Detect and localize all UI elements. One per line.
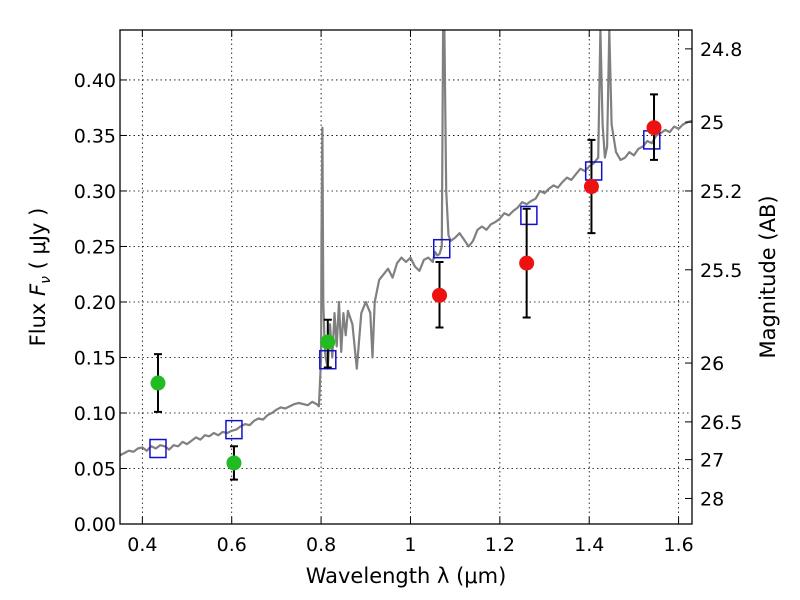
model-square-marker — [520, 205, 538, 226]
y2-tick-label: 25 — [700, 112, 724, 134]
green-data-point — [226, 455, 242, 471]
green-data-point — [320, 334, 336, 350]
plot-frame — [119, 29, 693, 525]
y2-tick-label: 26 — [700, 353, 724, 375]
y2-tick-label: 28 — [700, 488, 724, 510]
model-square-marker — [149, 438, 167, 459]
x-tick-label: 0.8 — [306, 534, 336, 556]
y-tick-label: 0.35 — [74, 125, 116, 147]
x-tick-label: 0.6 — [217, 534, 247, 556]
marker-layer — [149, 93, 662, 481]
x-axis-label: Wavelength λ (μm) — [306, 564, 507, 588]
y-tick-label: 0.15 — [74, 347, 116, 369]
plot-area — [120, 30, 692, 524]
y2-tick-label: 26.5 — [700, 412, 742, 434]
x-tick-label: 1 — [404, 534, 416, 556]
y2-tick-label: 25.2 — [700, 181, 742, 203]
y-axis-label-subscript: ν — [38, 276, 54, 284]
y-axis-label-symbol: F — [26, 283, 50, 296]
y-tick-label: 0.10 — [74, 403, 116, 425]
y2-tick-label: 27 — [700, 450, 724, 472]
red-data-point — [519, 255, 535, 271]
spectrum-line — [120, 30, 692, 457]
y2-axis-label: Magnitude (AB) — [756, 195, 780, 358]
y-tick-label: 0.40 — [74, 70, 116, 92]
y-tick-label: 0.20 — [74, 292, 116, 314]
y-tick-label: 0.30 — [74, 181, 116, 203]
y2-tick-label: 25.5 — [700, 260, 742, 282]
x-tick-label: 0.4 — [127, 534, 157, 556]
red-data-point — [646, 120, 662, 136]
y-tick-label: 0.00 — [74, 514, 116, 536]
x-tick-label: 1.4 — [574, 534, 604, 556]
ticks: 0.4 0.6 0.8 1 1.2 1.4 1.6 0.00 0.05 0.10 0.15 0.20 0… — [74, 30, 742, 556]
y-tick-label: 0.05 — [74, 458, 116, 480]
y-axis-label-prefix: Flux — [26, 296, 50, 346]
data-layer — [120, 30, 692, 457]
y-axis-label: Flux Fν ( μJy ) — [26, 208, 54, 347]
x-tick-label: 1.2 — [485, 534, 515, 556]
green-data-point — [150, 375, 166, 391]
red-data-point — [432, 287, 448, 303]
y2-tick-label: 24.8 — [700, 39, 742, 61]
model-square-marker — [433, 238, 451, 259]
model-square-marker — [225, 419, 243, 440]
x-tick-label: 1.6 — [663, 534, 693, 556]
red-data-point — [583, 179, 599, 195]
y-tick-label: 0.25 — [74, 236, 116, 258]
y-axis-label-suffix: ( μJy ) — [26, 208, 50, 276]
